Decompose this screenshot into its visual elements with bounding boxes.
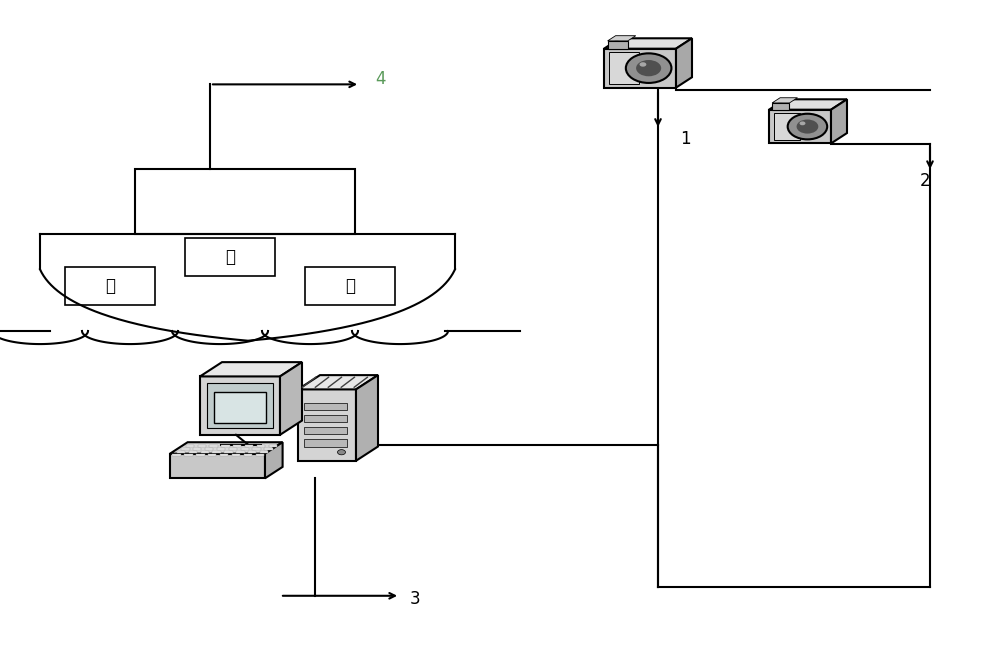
Polygon shape xyxy=(769,99,847,110)
FancyBboxPatch shape xyxy=(185,238,275,276)
FancyBboxPatch shape xyxy=(135,169,355,234)
Polygon shape xyxy=(356,375,378,461)
Text: 4: 4 xyxy=(375,70,386,88)
FancyBboxPatch shape xyxy=(229,448,237,450)
FancyBboxPatch shape xyxy=(207,383,273,428)
FancyBboxPatch shape xyxy=(304,403,347,410)
Polygon shape xyxy=(772,98,797,103)
Circle shape xyxy=(640,62,646,67)
FancyBboxPatch shape xyxy=(193,448,201,450)
FancyBboxPatch shape xyxy=(170,454,265,478)
FancyBboxPatch shape xyxy=(65,267,155,305)
Polygon shape xyxy=(604,38,692,49)
FancyBboxPatch shape xyxy=(241,448,249,450)
FancyBboxPatch shape xyxy=(252,448,261,450)
FancyBboxPatch shape xyxy=(245,445,253,447)
FancyBboxPatch shape xyxy=(256,454,264,456)
Text: 2: 2 xyxy=(920,172,931,190)
Polygon shape xyxy=(170,442,283,454)
Circle shape xyxy=(788,114,827,140)
FancyBboxPatch shape xyxy=(257,445,265,447)
Circle shape xyxy=(626,53,671,83)
FancyBboxPatch shape xyxy=(186,445,194,447)
FancyBboxPatch shape xyxy=(172,454,181,456)
FancyBboxPatch shape xyxy=(220,454,228,456)
Polygon shape xyxy=(200,362,302,376)
FancyBboxPatch shape xyxy=(604,49,676,88)
FancyBboxPatch shape xyxy=(772,103,789,110)
FancyBboxPatch shape xyxy=(232,454,240,456)
FancyBboxPatch shape xyxy=(181,448,190,450)
Polygon shape xyxy=(298,375,378,389)
Circle shape xyxy=(800,121,805,125)
FancyBboxPatch shape xyxy=(233,445,241,447)
FancyBboxPatch shape xyxy=(212,451,221,453)
FancyBboxPatch shape xyxy=(205,448,213,450)
FancyBboxPatch shape xyxy=(214,392,266,423)
FancyBboxPatch shape xyxy=(260,451,268,453)
FancyBboxPatch shape xyxy=(769,110,831,143)
FancyBboxPatch shape xyxy=(217,448,225,450)
FancyBboxPatch shape xyxy=(264,448,273,450)
Polygon shape xyxy=(676,38,692,88)
FancyBboxPatch shape xyxy=(200,376,280,435)
Polygon shape xyxy=(265,442,283,478)
Text: 绿: 绿 xyxy=(105,277,115,295)
Text: 蓝: 蓝 xyxy=(345,277,355,295)
FancyBboxPatch shape xyxy=(201,451,209,453)
FancyBboxPatch shape xyxy=(209,445,218,447)
Polygon shape xyxy=(608,36,636,41)
Polygon shape xyxy=(831,99,847,143)
FancyBboxPatch shape xyxy=(304,439,347,447)
Text: 1: 1 xyxy=(680,130,691,148)
Circle shape xyxy=(337,450,346,455)
FancyBboxPatch shape xyxy=(305,267,395,305)
FancyBboxPatch shape xyxy=(608,41,628,49)
FancyBboxPatch shape xyxy=(774,113,800,140)
Circle shape xyxy=(636,60,661,77)
FancyBboxPatch shape xyxy=(304,415,347,422)
FancyBboxPatch shape xyxy=(304,427,347,434)
FancyBboxPatch shape xyxy=(208,454,216,456)
FancyBboxPatch shape xyxy=(224,451,233,453)
FancyBboxPatch shape xyxy=(248,451,256,453)
FancyBboxPatch shape xyxy=(221,445,230,447)
FancyBboxPatch shape xyxy=(198,445,206,447)
FancyBboxPatch shape xyxy=(609,52,639,84)
FancyBboxPatch shape xyxy=(244,454,252,456)
FancyBboxPatch shape xyxy=(269,445,277,447)
Polygon shape xyxy=(280,362,302,435)
FancyBboxPatch shape xyxy=(196,454,205,456)
FancyBboxPatch shape xyxy=(236,451,245,453)
Circle shape xyxy=(797,119,818,134)
FancyBboxPatch shape xyxy=(177,451,185,453)
FancyBboxPatch shape xyxy=(184,454,193,456)
FancyBboxPatch shape xyxy=(189,451,197,453)
FancyBboxPatch shape xyxy=(298,389,356,461)
Text: 3: 3 xyxy=(410,589,421,607)
Text: 红: 红 xyxy=(225,248,235,266)
